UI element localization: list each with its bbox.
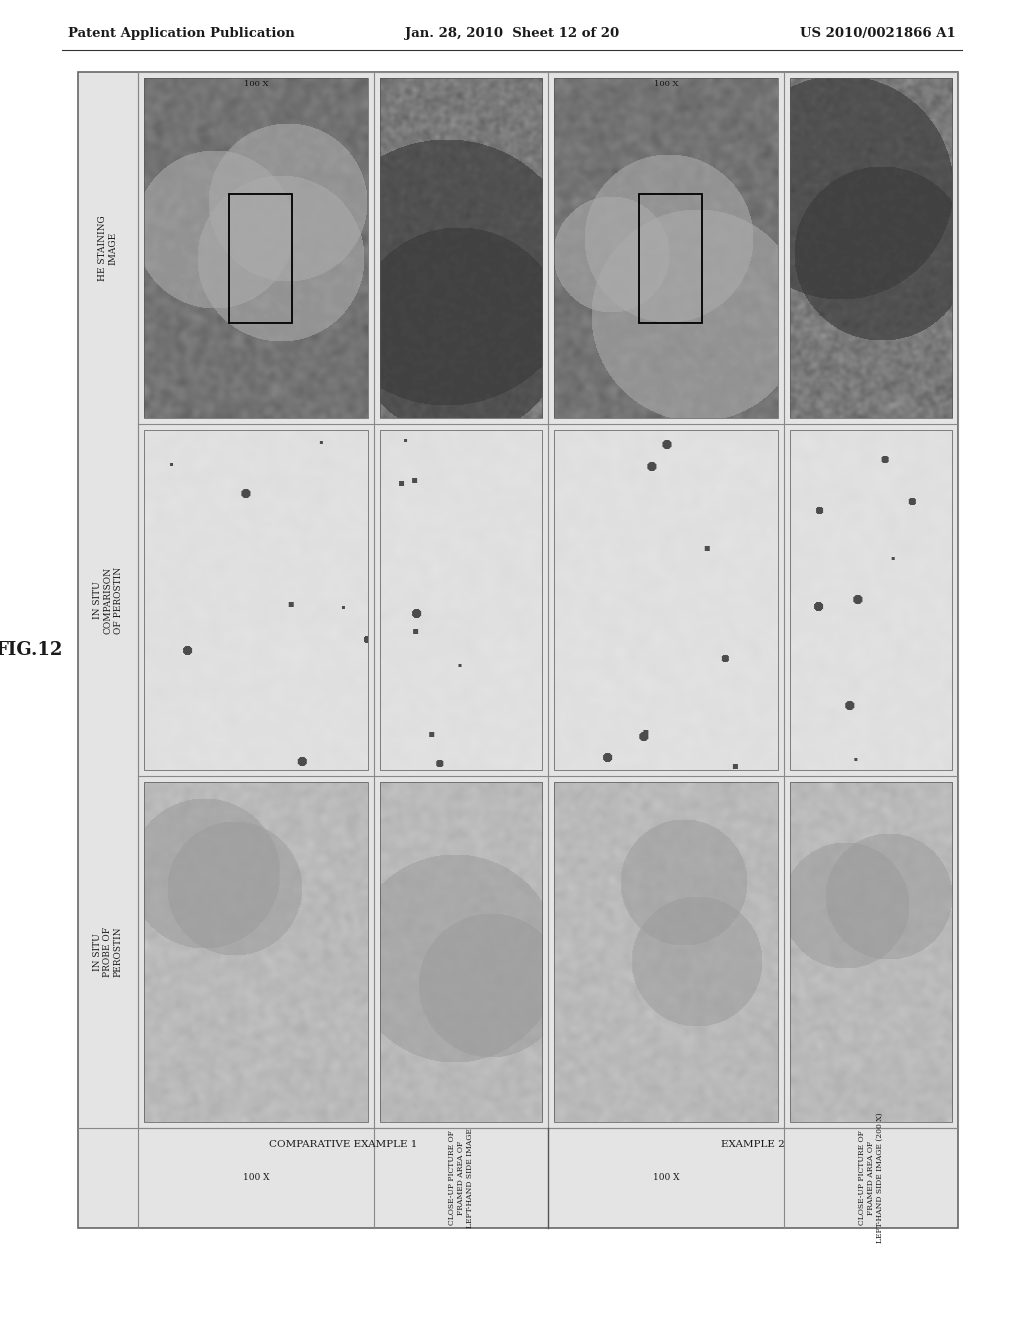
Text: Patent Application Publication: Patent Application Publication bbox=[68, 28, 295, 41]
Text: HE STAINING
IMAGE: HE STAINING IMAGE bbox=[98, 215, 118, 281]
Text: 100 X: 100 X bbox=[243, 1173, 269, 1183]
Bar bbox=[639, 194, 701, 323]
Text: COMPARATIVE EXAMPLE 1: COMPARATIVE EXAMPLE 1 bbox=[269, 1140, 417, 1148]
Bar bbox=[790, 781, 952, 1122]
Bar bbox=[554, 781, 778, 1122]
Text: US 2010/0021866 A1: US 2010/0021866 A1 bbox=[800, 28, 956, 41]
Bar bbox=[554, 430, 778, 770]
Text: CLOSE-UP PICTURE OF
FRAMED AREA OF
LEFT-HAND SIDE IMAGE: CLOSE-UP PICTURE OF FRAMED AREA OF LEFT-… bbox=[447, 1129, 474, 1228]
Text: IN SITU
PROBE OF
PEROSTIN: IN SITU PROBE OF PEROSTIN bbox=[93, 927, 123, 977]
Bar bbox=[229, 194, 292, 323]
Text: IN SITU
COMPARISON
OF PEROSTIN: IN SITU COMPARISON OF PEROSTIN bbox=[93, 566, 123, 634]
Text: CLOSE-UP PICTURE OF
FRAMED AREA OF
LEFT-HAND SIDE IMAGE (200 X): CLOSE-UP PICTURE OF FRAMED AREA OF LEFT-… bbox=[858, 1113, 884, 1243]
Bar bbox=[144, 430, 368, 770]
Bar bbox=[554, 78, 778, 418]
Text: EXAMPLE 2: EXAMPLE 2 bbox=[721, 1140, 784, 1148]
Text: FIG.12: FIG.12 bbox=[0, 642, 63, 659]
Bar bbox=[790, 430, 952, 770]
Bar bbox=[380, 78, 542, 418]
Bar bbox=[790, 78, 952, 418]
Text: 100 X: 100 X bbox=[652, 1173, 679, 1183]
Bar bbox=[78, 73, 958, 1228]
Text: 100 X: 100 X bbox=[244, 81, 268, 88]
Bar bbox=[144, 781, 368, 1122]
Bar bbox=[144, 78, 368, 418]
Text: Jan. 28, 2010  Sheet 12 of 20: Jan. 28, 2010 Sheet 12 of 20 bbox=[404, 28, 620, 41]
Bar bbox=[380, 781, 542, 1122]
Text: 100 X: 100 X bbox=[653, 81, 678, 88]
Bar bbox=[380, 430, 542, 770]
